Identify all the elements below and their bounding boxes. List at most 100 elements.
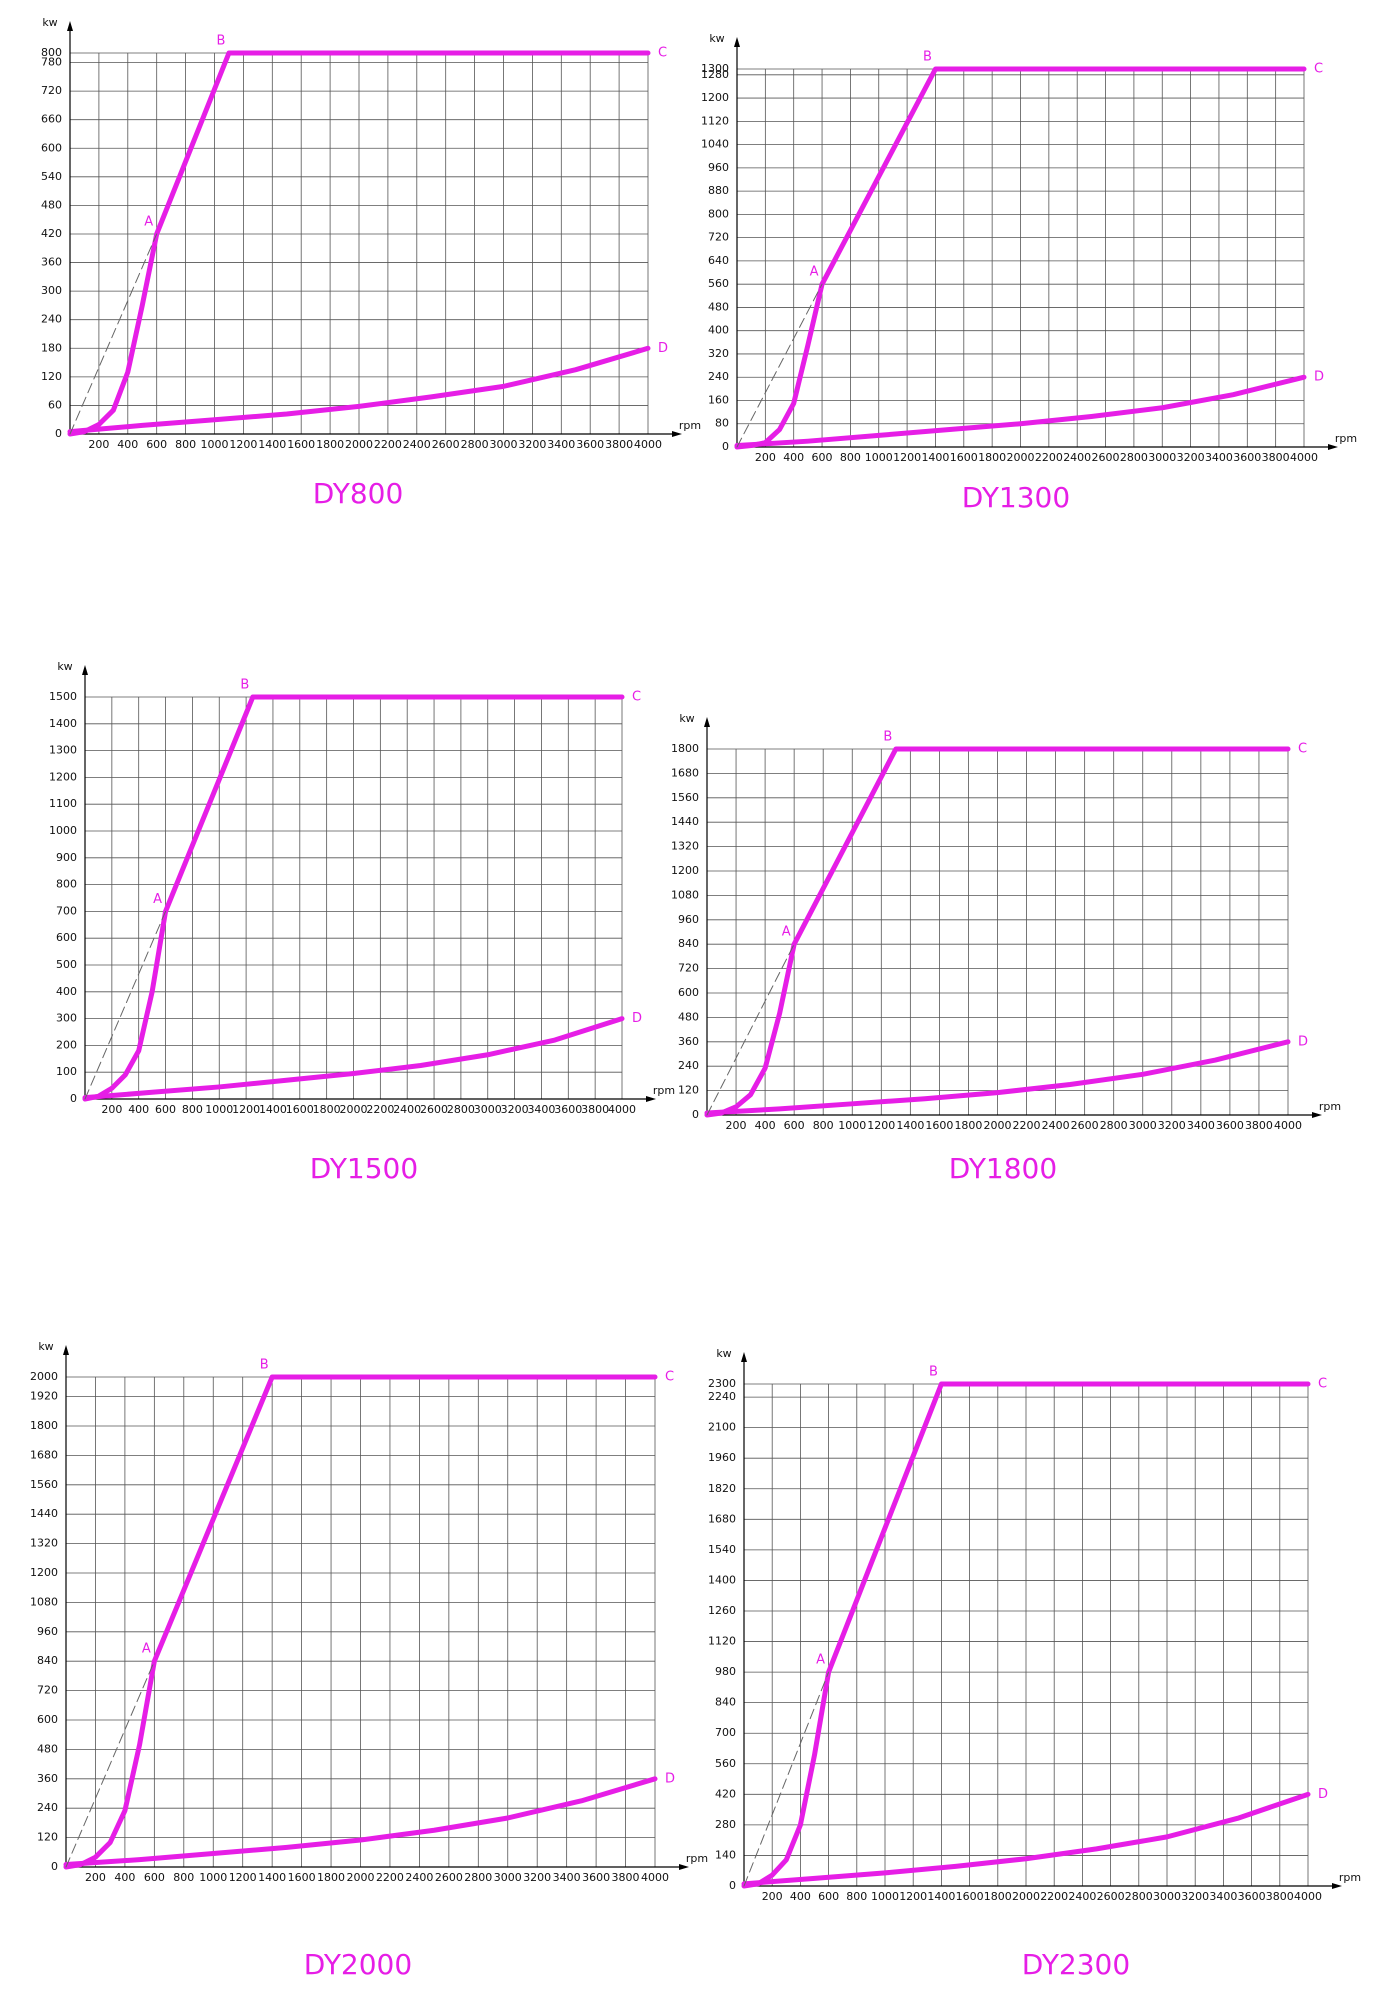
x-tick-label: 2000: [1007, 451, 1035, 464]
y-tick-label: 1080: [671, 888, 699, 901]
y-tick-label: 1100: [49, 797, 77, 810]
x-tick-label: 2000: [345, 438, 373, 451]
chart-title: DY800: [313, 477, 404, 510]
y-tick-label: 880: [708, 184, 729, 197]
point-label: A: [816, 1653, 825, 1668]
x-axis-label: rpm: [1319, 1100, 1341, 1113]
x-tick-label: 2200: [376, 1871, 404, 1884]
x-tick-label: 1600: [288, 1871, 316, 1884]
x-tick-label: 200: [85, 1871, 106, 1884]
x-tick-label: 3800: [581, 1103, 609, 1116]
y-tick-label: 80: [715, 417, 729, 430]
x-tick-label: 4000: [1290, 451, 1318, 464]
y-tick-label: 60: [48, 398, 62, 411]
x-tick-label: 1000: [201, 438, 229, 451]
y-tick-label: 1320: [671, 840, 699, 853]
x-axis-arrow: [1332, 1883, 1342, 1889]
x-tick-label: 4000: [634, 438, 662, 451]
x-tick-label: 2800: [1120, 451, 1148, 464]
y-tick-label: 240: [678, 1059, 699, 1072]
y-tick-label: 1280: [701, 68, 729, 81]
y-tick-label: 1440: [30, 1507, 58, 1520]
y-tick-label: 1680: [708, 1512, 736, 1525]
y-tick-label: 1680: [30, 1448, 58, 1461]
x-tick-label: 200: [101, 1103, 122, 1116]
x-tick-label: 600: [784, 1119, 805, 1132]
y-tick-label: 2240: [708, 1390, 736, 1403]
x-tick-label: 600: [155, 1103, 176, 1116]
x-tick-label: 3800: [1266, 1890, 1294, 1903]
x-tick-label: 3000: [474, 1103, 502, 1116]
y-tick-label: 1260: [708, 1604, 736, 1617]
y-tick-label: 1960: [708, 1451, 736, 1464]
x-tick-label: 1200: [899, 1890, 927, 1903]
x-tick-label: 600: [144, 1871, 165, 1884]
chart-title: DY1800: [949, 1152, 1057, 1185]
x-tick-label: 3400: [553, 1871, 581, 1884]
y-tick-label: 600: [37, 1713, 58, 1726]
x-tick-label: 400: [790, 1890, 811, 1903]
y-tick-label: 280: [715, 1818, 736, 1831]
x-tick-label: 2000: [1012, 1890, 1040, 1903]
y-tick-label: 1200: [30, 1566, 58, 1579]
x-tick-label: 200: [755, 451, 776, 464]
y-tick-label: 1500: [49, 690, 77, 703]
x-tick-label: 2600: [1092, 451, 1120, 464]
x-tick-label: 3000: [1153, 1890, 1181, 1903]
x-axis-label: rpm: [1335, 432, 1357, 445]
x-tick-label: 1400: [927, 1890, 955, 1903]
y-tick-label: 0: [55, 427, 62, 440]
x-tick-label: 3000: [490, 438, 518, 451]
x-tick-label: 3600: [1238, 1890, 1266, 1903]
x-tick-label: 2000: [340, 1103, 368, 1116]
x-tick-label: 2800: [461, 438, 489, 451]
y-tick-label: 1300: [701, 62, 729, 75]
x-tick-label: 3600: [1216, 1119, 1244, 1132]
guide-line: [84, 910, 167, 1100]
y-tick-label: 2100: [708, 1421, 736, 1434]
x-tick-label: 2600: [435, 1871, 463, 1884]
y-tick-label: 420: [41, 227, 62, 240]
y-tick-label: 1200: [671, 864, 699, 877]
point-label: B: [929, 1365, 938, 1380]
x-tick-label: 2400: [1068, 1890, 1096, 1903]
x-tick-label: 2600: [1097, 1890, 1125, 1903]
point-label: D: [665, 1771, 675, 1786]
x-tick-label: 2200: [1040, 1890, 1068, 1903]
x-tick-label: 3200: [501, 1103, 529, 1116]
y-tick-label: 1320: [30, 1537, 58, 1550]
y-tick-label: 200: [56, 1038, 77, 1051]
y-tick-label: 560: [708, 277, 729, 290]
chart-title: DY1500: [310, 1152, 418, 1185]
y-tick-label: 240: [41, 313, 62, 326]
y-axis-label: kw: [57, 660, 72, 673]
x-tick-label: 400: [783, 451, 804, 464]
point-label: A: [153, 892, 162, 907]
y-tick-label: 0: [722, 440, 729, 453]
power-curve: [741, 1791, 1311, 1887]
x-tick-label: 1200: [229, 438, 257, 451]
y-tick-label: 800: [41, 46, 62, 59]
y-tick-label: 1120: [701, 114, 729, 127]
y-tick-label: 0: [692, 1108, 699, 1121]
x-tick-label: 200: [88, 438, 109, 451]
y-tick-label: 960: [678, 913, 699, 926]
x-tick-label: 1400: [258, 1871, 286, 1884]
x-tick-label: 2200: [366, 1103, 394, 1116]
x-tick-label: 600: [146, 438, 167, 451]
x-tick-label: 1000: [199, 1871, 227, 1884]
x-tick-label: 2600: [420, 1103, 448, 1116]
point-label: D: [1314, 370, 1324, 385]
x-tick-label: 2400: [1063, 451, 1091, 464]
y-tick-label: 360: [37, 1772, 58, 1785]
y-tick-label: 1800: [671, 742, 699, 755]
x-axis-label: rpm: [686, 1852, 708, 1865]
power-curve: [67, 345, 651, 435]
x-tick-label: 200: [726, 1119, 747, 1132]
y-tick-label: 840: [715, 1696, 736, 1709]
x-tick-label: 1000: [865, 451, 893, 464]
y-tick-label: 1920: [30, 1390, 58, 1403]
x-tick-label: 3400: [1209, 1890, 1237, 1903]
power-curve: [734, 374, 1307, 449]
